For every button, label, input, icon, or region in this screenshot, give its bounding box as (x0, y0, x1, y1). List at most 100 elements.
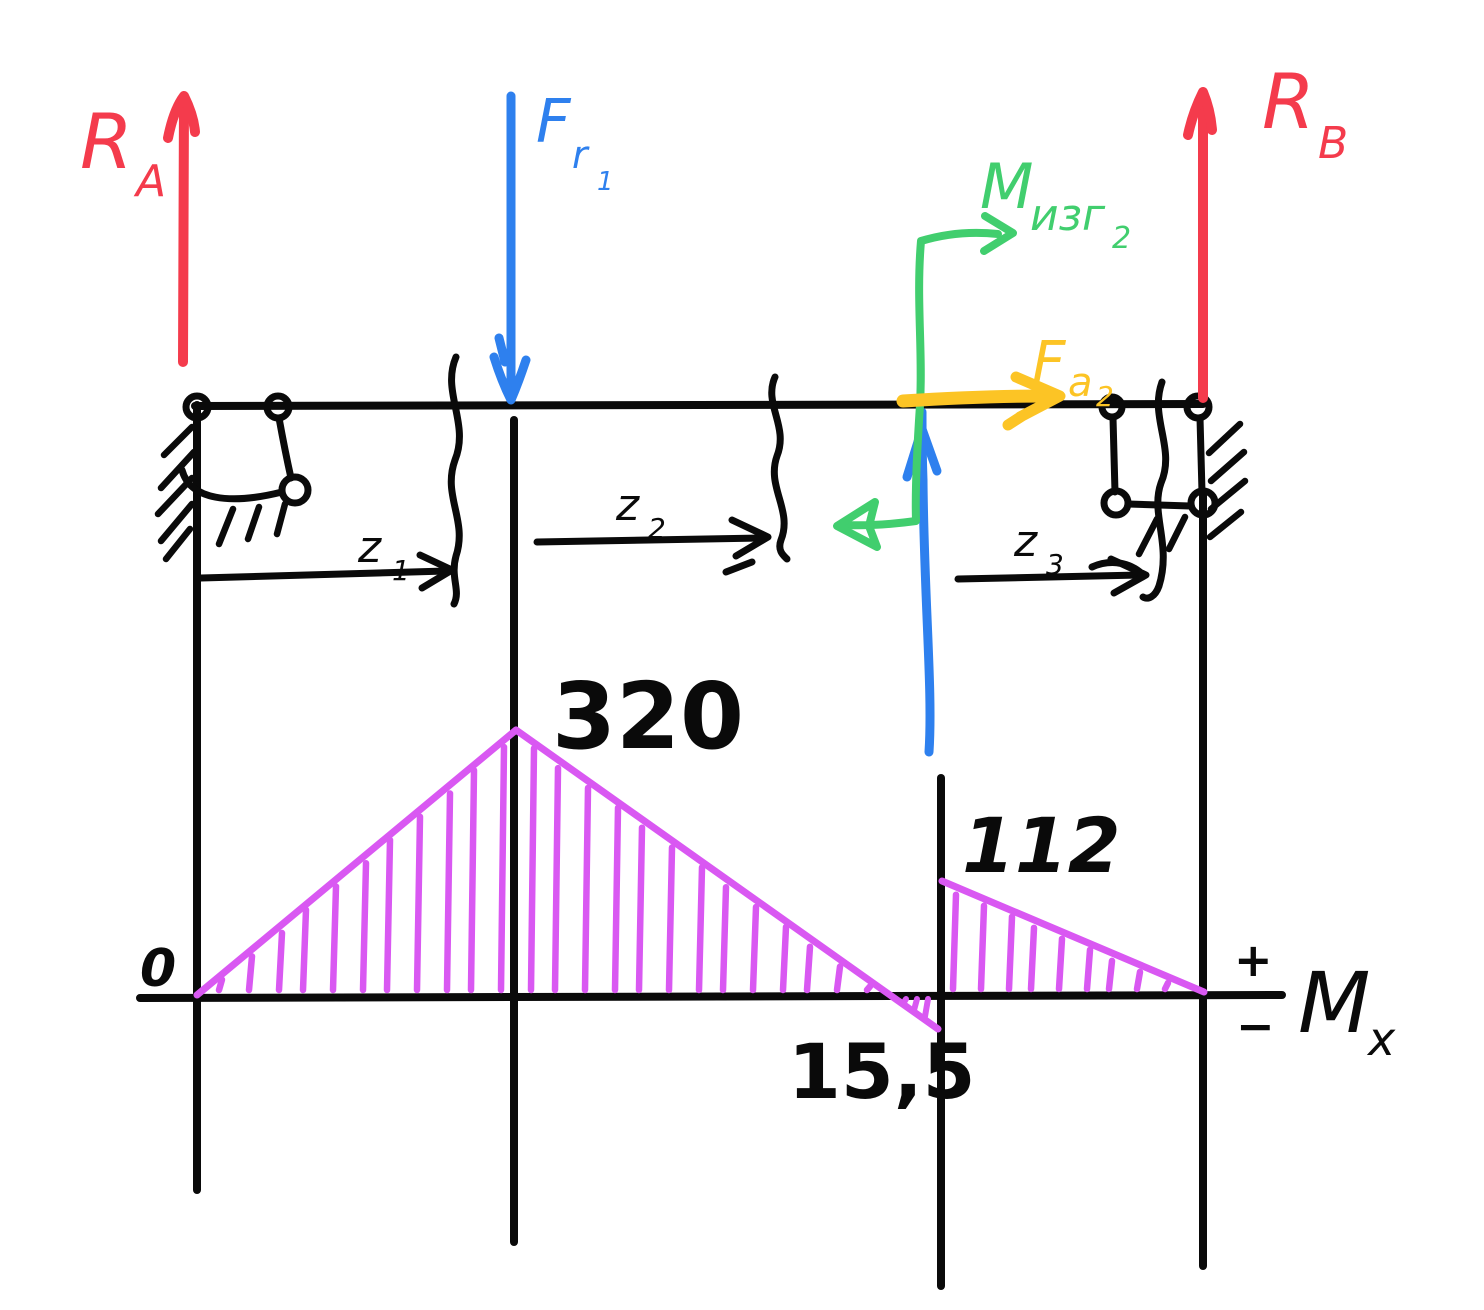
moment-hatch-line (467, 766, 478, 994)
moment-hatch-line (275, 929, 286, 994)
bending-moment-label: M (980, 150, 1034, 223)
axial-force-2 (896, 371, 1066, 431)
reaction-arrows (163, 87, 1217, 403)
moment-couple-top-arrowhead-icon (980, 212, 1017, 255)
moment-curve-segment-1 (193, 726, 942, 1033)
axial-force-2-arrowhead-icon (1002, 371, 1066, 431)
moment-hatch-line (719, 883, 730, 994)
moment-hatch-line (977, 902, 988, 993)
moment-hatch-line (922, 996, 931, 1020)
moment-hatch-line (1105, 957, 1116, 993)
left-support-pin-icon (182, 392, 212, 422)
reaction-labels: R A R B (80, 57, 1348, 207)
radial-force-1-arrowhead-icon (489, 333, 531, 405)
moment-couple-stem (911, 228, 1002, 524)
peak-value-label: 320 (552, 663, 744, 770)
moment-hatch-line (383, 836, 394, 994)
moment-axis-subscript: x (1366, 1012, 1396, 1066)
bending-moment-label-group: M изг 2 (980, 150, 1131, 256)
moment-hatch-line (665, 844, 676, 994)
moment-diagram-hatching-1 (215, 743, 874, 994)
jump-value-label: 112 (962, 801, 1121, 890)
reaction-b-label: R (1262, 57, 1315, 146)
radial-force-1-label: F (536, 87, 572, 157)
span-1-arrowhead-icon (416, 551, 456, 592)
axis-minus-sign: − (1236, 999, 1275, 1053)
bending-moment-subscript: изг (1030, 190, 1106, 241)
span-2-arrowhead-icon (722, 516, 772, 576)
moment-hatch-line (803, 943, 814, 994)
moment-hatch-line (245, 953, 256, 994)
moment-hatch-line (215, 976, 226, 994)
moment-hatch-line (695, 864, 706, 994)
moment-hatch-line (1055, 935, 1066, 993)
moment-hatch-line (329, 883, 340, 994)
radial-force-1-subsubscript: 1 (597, 167, 614, 197)
axial-force-2-subscript: a (1068, 360, 1093, 406)
span-2-label: z (615, 480, 640, 531)
right-support (1098, 392, 1249, 558)
moment-hatch-line (443, 790, 454, 994)
moment-hatch-line (551, 764, 562, 994)
moment-value-labels: 0 320 112 15,5 (140, 663, 1121, 1116)
moment-hatch-line (527, 745, 538, 994)
moment-hatch-line (1161, 979, 1172, 993)
span-3-arrowhead-icon (1088, 555, 1150, 597)
moment-hatch-line (1005, 913, 1016, 993)
moment-hatch-line (413, 813, 424, 994)
origin-value-label: 0 (140, 939, 176, 999)
axis-plus-sign: + (1234, 933, 1273, 987)
span-2-subscript: 2 (648, 512, 666, 545)
span-2-arrow (533, 534, 766, 546)
reaction-a-subscript: A (133, 156, 166, 207)
moment-axis-label: M (1298, 954, 1370, 1052)
right-support-links (1109, 414, 1206, 496)
break-squiggle-3 (1139, 378, 1170, 602)
moment-hatch-line (1083, 946, 1094, 993)
span-3-arrow (954, 571, 1144, 583)
span-arrows (197, 516, 1150, 597)
reaction-b-subscript: B (1318, 118, 1348, 169)
left-support-pin3-icon (278, 473, 312, 507)
moment-couple-bottom-arm (842, 517, 920, 530)
break-squiggle-1 (447, 353, 463, 608)
radial-force-1-label-group: F r 1 (536, 87, 614, 197)
moment-hatch-line (863, 983, 874, 994)
right-support-base (1124, 500, 1194, 510)
axial-force-2-label-group: F a 2 (1032, 328, 1114, 413)
right-support-hatching (1205, 420, 1249, 541)
reaction-b-arrowhead-icon (1183, 87, 1217, 140)
moment-hatch-line (749, 903, 760, 994)
moment-hatch-line (779, 923, 790, 994)
moment-axis-line (136, 991, 1286, 1002)
moment-hatch-line (497, 743, 508, 994)
left-support-link (275, 414, 295, 482)
moment-hatch-line (1133, 968, 1144, 993)
radial-force-2 (902, 407, 942, 757)
span-3-subscript: 3 (1046, 548, 1064, 581)
moment-diagram-hatching-2 (949, 891, 1172, 993)
reaction-a-label: R (80, 97, 133, 186)
moment-hatch-line (611, 804, 622, 994)
axial-force-2-label: F (1032, 328, 1067, 396)
moment-hatch-line (299, 906, 310, 994)
moment-hatch-line (1027, 924, 1038, 993)
left-support-hatching (154, 423, 198, 563)
moment-hatch-line (581, 784, 592, 994)
moment-diagram (193, 726, 1208, 1033)
radial-force-1 (489, 91, 531, 405)
span-3-label: z (1013, 516, 1038, 567)
span-1-arrow (197, 567, 450, 582)
break-squiggle-2 (768, 373, 791, 563)
moment-hatch-line (359, 860, 370, 994)
span-1-subscript: 1 (392, 554, 410, 587)
dip-value-label: 15,5 (788, 1027, 976, 1116)
left-support-ground-ticks (215, 500, 289, 548)
bending-moment-symbol (833, 212, 1017, 551)
span-labels: z 1 z 2 z 3 (357, 480, 1064, 587)
moment-curve-segment-2 (938, 877, 1208, 996)
reaction-a-arrow (178, 93, 189, 367)
axial-force-2-arrow (896, 389, 1053, 408)
